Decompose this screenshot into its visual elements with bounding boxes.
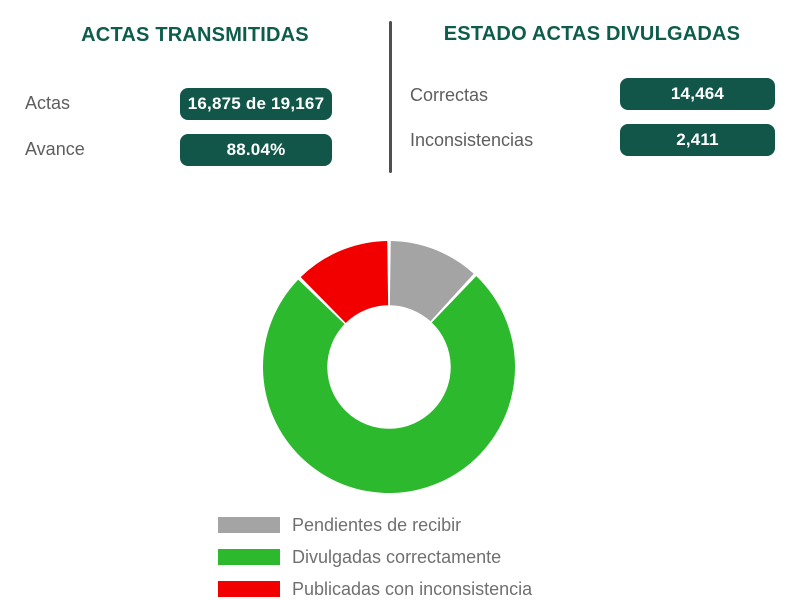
stat-label-correctas: Correctas	[410, 85, 489, 105]
badge-actas-count: 16,875 de 19,167	[180, 88, 332, 120]
legend-item-inconsistencias[interactable]: Publicadas con inconsistencia	[218, 578, 533, 599]
legend-item-pendientes[interactable]: Pendientes de recibir	[218, 514, 532, 535]
badge-correctas-count: 14,464	[620, 78, 775, 110]
stat-label-avance: Avance	[25, 139, 85, 159]
legend-item-divulgadas[interactable]: Divulgadas correctamente	[218, 546, 532, 567]
donut-slice-divulgadas[interactable]	[263, 276, 516, 493]
panel-title-transmitidas: ACTAS TRANSMITIDAS	[81, 24, 309, 46]
chart-legend: Pendientes de recibir Divulgadas correct…	[218, 516, 532, 600]
stat-label-inconsistencias: Inconsistencias	[410, 130, 534, 150]
badge-avance-percent: 88.04%	[180, 134, 332, 166]
legend-swatch-pendientes	[218, 516, 280, 533]
stat-label-actas: Actas	[25, 93, 71, 113]
legend-label-pendientes: Pendientes de recibir	[292, 514, 462, 535]
legend-label-inconsistencias: Publicadas con inconsistencia	[292, 578, 533, 599]
donut-chart[interactable]	[259, 237, 519, 497]
badge-inconsistencias-count: 2,411	[620, 124, 775, 156]
donut-slice-inconsistencias[interactable]	[300, 241, 389, 323]
panel-title-divulgadas: ESTADO ACTAS DIVULGADAS	[443, 23, 741, 45]
legend-swatch-inconsistencias	[218, 580, 280, 597]
panel-divider	[389, 21, 392, 173]
legend-swatch-divulgadas	[218, 548, 280, 565]
donut-slice-pendientes[interactable]	[389, 241, 474, 322]
legend-label-divulgadas: Divulgadas correctamente	[292, 546, 502, 567]
